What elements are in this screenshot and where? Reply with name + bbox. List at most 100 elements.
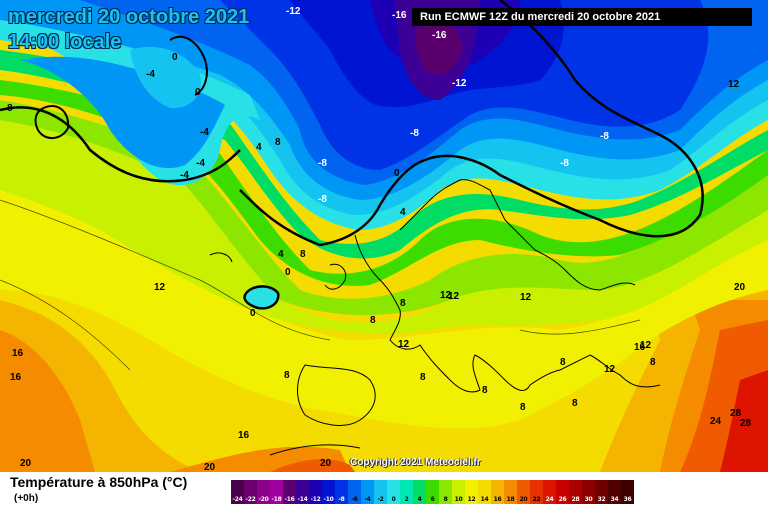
isotherm-label: 12 — [640, 340, 652, 351]
scale-label: 32 — [597, 496, 606, 503]
legend-title: Température à 850hPa (°C) — [10, 474, 188, 490]
isotherm-labels: -12 -16-16-12 12-8 -8-8 -8-8-4-4-4-400848044… — [7, 6, 752, 472]
isotherm-label: 12 — [604, 364, 616, 375]
zone-24-se — [720, 370, 768, 472]
copyright-notice: Copyright 2021 Meteociel.fr — [350, 457, 481, 468]
isotherm-label: 28 — [740, 418, 752, 429]
isotherm-label: 20 — [734, 282, 746, 293]
zone-neg16 — [415, 18, 462, 75]
isotherm-label: 4 — [400, 207, 406, 218]
scale-swatch: 18 — [504, 480, 517, 504]
forecast-time: 14:00 locale — [8, 31, 122, 53]
scale-label: 10 — [454, 496, 463, 503]
scale-swatch: -6 — [348, 480, 361, 504]
isotherm-label: -4 — [200, 127, 209, 138]
coastline-greenland — [34, 105, 70, 139]
scale-label: 6 — [430, 496, 435, 503]
scale-swatch: -24 — [231, 480, 244, 504]
isotherm-label: 8 — [482, 385, 488, 396]
scale-swatch: -12 — [309, 480, 322, 504]
isotherm-label: -8 — [318, 158, 327, 169]
scale-label: -8 — [338, 496, 345, 503]
isotherm-label: 8 — [560, 357, 566, 368]
scale-label: -14 — [297, 496, 308, 503]
scale-swatch: 14 — [478, 480, 491, 504]
legend-bar: Température à 850hPa (°C) (+0h) -24 -22 -2… — [0, 472, 768, 512]
isotherm-label: 16 — [634, 342, 646, 353]
isotherm-label: 8 — [520, 402, 526, 413]
scale-swatch: -8 — [335, 480, 348, 504]
scale-label: 14 — [480, 496, 489, 503]
isotherm-label: 8 — [275, 137, 281, 148]
zone-18-sw — [0, 330, 95, 472]
temperature-map: -12 -16 -16 -12 12 -8 -8 -8 -8 -8 -4 -4 -4 -4 0 0 8 4 8 0 4 4… — [0, 0, 768, 472]
isotherm-label: 28 — [730, 408, 742, 419]
isotherm-label: -8 — [318, 194, 327, 205]
isotherm-label: -4 — [180, 170, 189, 181]
isotherm-label: 0 — [394, 168, 400, 179]
isotherm-label: 0 — [250, 308, 256, 319]
isotherm-0-line — [0, 0, 704, 247]
isotherm-label: -12 — [452, 78, 467, 89]
color-scale: -24 -22 -20 -18 -16 -14 -12 -10 -8 -6 -4 -2 0 2 4 6 8 10 1… — [231, 480, 634, 504]
isotherm-label: 4 — [256, 142, 262, 153]
isotherm-label: -16 — [392, 10, 407, 21]
scale-swatch: 28 — [569, 480, 582, 504]
scale-label: 34 — [610, 496, 619, 503]
coastline-africa — [269, 444, 361, 456]
scale-swatch: -22 — [244, 480, 257, 504]
isotherm-label: 0 — [195, 87, 201, 98]
zone-8 — [0, 100, 768, 315]
scale-label: 4 — [417, 496, 422, 503]
isotherm-nw-line — [169, 35, 208, 96]
scale-swatch: 0 — [387, 480, 400, 504]
scale-swatch: 20 — [517, 480, 530, 504]
scale-swatch: -18 — [270, 480, 283, 504]
isotherm-12-line — [0, 199, 331, 341]
isotherm-label: 0 — [285, 267, 291, 278]
isotherm-label: 8 — [300, 249, 306, 260]
isotherm-label: 0 — [172, 52, 178, 63]
scale-swatch: 8 — [439, 480, 452, 504]
map-canvas: -12 -16-16-12 12-8 -8-8 -8-8-4-4-4-400848044… — [0, 0, 768, 472]
scale-swatch: 32 — [595, 480, 608, 504]
scale-swatch: 34 — [608, 480, 621, 504]
scale-label: 30 — [584, 496, 593, 503]
isotherm-label: 12 — [154, 282, 166, 293]
isotherm-label: 20 — [20, 458, 32, 469]
scale-label: 18 — [506, 496, 515, 503]
isotherm-label: 8 — [420, 372, 426, 383]
scale-swatch: 22 — [530, 480, 543, 504]
scale-swatch: 2 — [400, 480, 413, 504]
coastline — [354, 179, 661, 393]
isotherm-label: 16 — [12, 348, 24, 359]
scale-swatch: 6 — [426, 480, 439, 504]
scale-label: 36 — [623, 496, 632, 503]
scale-label: -20 — [258, 496, 269, 503]
scale-swatch: 30 — [582, 480, 595, 504]
scale-swatch: 12 — [465, 480, 478, 504]
isotherm-16-line — [0, 279, 131, 371]
isotherm-label: -16 — [432, 30, 447, 41]
scale-swatch: -16 — [283, 480, 296, 504]
isotherm-label: 16 — [10, 372, 22, 383]
run-banner: Run ECMWF 12Z du mercredi 20 octobre 202… — [412, 8, 752, 26]
isotherm-label: 8 — [370, 315, 376, 326]
isotherm-label: 8 — [7, 103, 13, 114]
cold-pocket — [246, 286, 278, 308]
scale-swatch: -4 — [361, 480, 374, 504]
zone-20-south — [270, 459, 355, 472]
zone-neg2-nw — [130, 46, 201, 109]
isotherm-label: -4 — [146, 69, 155, 80]
scale-label: -18 — [271, 496, 282, 503]
scale-label: -2 — [377, 496, 384, 503]
coastline-islands — [209, 252, 347, 290]
scale-label: 20 — [519, 496, 528, 503]
scale-label: -24 — [232, 496, 243, 503]
isotherm-label: 8 — [650, 357, 656, 368]
scale-label: -16 — [284, 496, 295, 503]
isotherm-label: 12 — [398, 339, 410, 350]
scale-label: -22 — [245, 496, 256, 503]
scale-label: 16 — [493, 496, 502, 503]
isotherm-label: -4 — [196, 158, 205, 169]
